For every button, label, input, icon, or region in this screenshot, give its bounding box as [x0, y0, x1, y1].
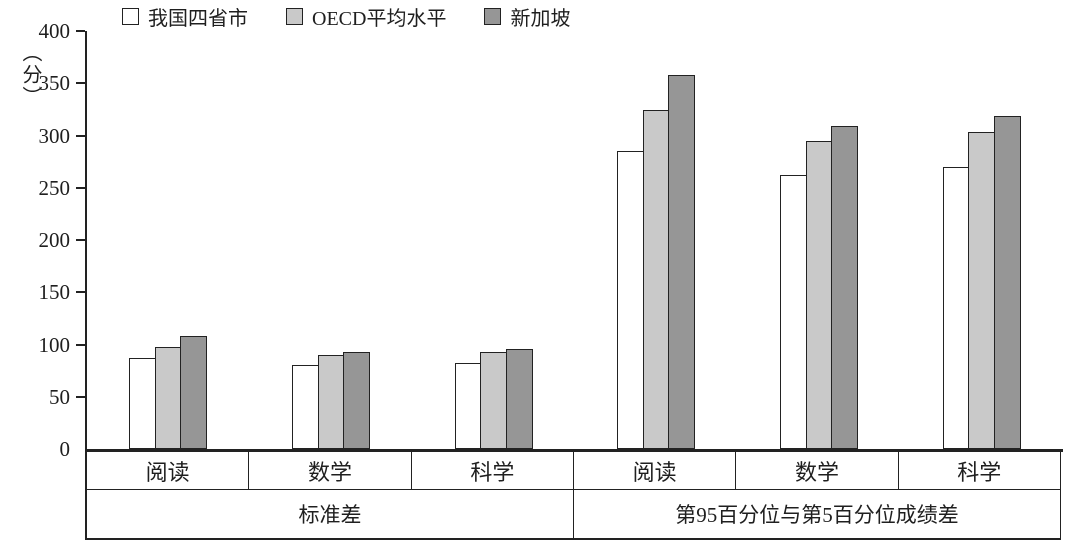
bar-series1-cat1 — [292, 365, 319, 449]
plot-area — [85, 31, 1063, 452]
y-tick-label-400: 400 — [38, 19, 71, 43]
legend-item-series2: OECD平均水平 — [286, 2, 446, 31]
bar-series2-cat2 — [480, 351, 508, 449]
category-slot-0 — [87, 31, 250, 449]
bar-series1-cat2 — [454, 363, 482, 449]
bar-group-3 — [617, 31, 696, 449]
category-slot-3 — [575, 31, 738, 449]
group-label-0: 标准差 — [87, 490, 574, 538]
y-tick-label-200: 200 — [38, 228, 71, 252]
bar-series2-cat5 — [968, 132, 996, 449]
legend-label-series3: 新加坡 — [510, 7, 571, 30]
y-tick-mark-100 — [76, 343, 85, 346]
bar-group-1 — [292, 31, 370, 449]
y-tick-mark-250 — [76, 186, 85, 189]
y-tick-label-50: 50 — [49, 384, 70, 409]
category-label-4: 数学 — [736, 452, 899, 489]
bar-series1-cat3 — [617, 151, 645, 449]
y-tick-mark-200 — [76, 239, 85, 241]
category-label-2: 科学 — [412, 452, 574, 489]
category-slot-4 — [738, 31, 901, 449]
y-tick-label-0: 0 — [59, 437, 71, 461]
bar-series2-cat1 — [317, 354, 345, 449]
legend-label-series2: OECD平均水平 — [312, 7, 447, 30]
y-tick-mark-350 — [76, 82, 85, 85]
y-tick-mark-50 — [76, 395, 85, 398]
group-label-row: 标准差 第95百分位与第5百分位成绩差 — [85, 490, 1061, 540]
bar-series1-cat0 — [129, 358, 157, 449]
legend-swatch-series2 — [286, 7, 303, 25]
bar-group-4 — [780, 31, 859, 449]
bar-group-5 — [942, 31, 1021, 449]
bar-group-2 — [454, 31, 533, 449]
bar-series3-cat2 — [505, 348, 533, 449]
legend-item-series1: 我国四省市 — [122, 2, 248, 31]
category-label-1: 数学 — [249, 452, 412, 489]
category-label-0: 阅读 — [87, 452, 250, 489]
bar-series1-cat5 — [942, 166, 970, 449]
legend-swatch-series1 — [122, 7, 139, 25]
y-tick-label-100: 100 — [38, 332, 71, 357]
bar-series2-cat4 — [805, 140, 833, 449]
bar-series3-cat3 — [668, 74, 696, 449]
y-tick-label-350: 350 — [38, 71, 71, 96]
group-label-1: 第95百分位与第5百分位成绩差 — [574, 490, 1061, 538]
bar-group-0 — [129, 31, 208, 449]
bar-series2-cat3 — [642, 110, 670, 449]
y-tick-label-250: 250 — [38, 175, 71, 200]
category-slot-2 — [412, 31, 575, 449]
category-slot-5 — [900, 31, 1063, 449]
legend-swatch-series3 — [484, 7, 502, 25]
y-tick-label-150: 150 — [38, 280, 71, 305]
bar-series2-cat0 — [154, 346, 182, 449]
bar-series3-cat5 — [993, 115, 1021, 449]
y-tick-mark-150 — [76, 291, 85, 294]
y-tick-label-300: 300 — [38, 123, 71, 148]
y-axis-unit-label: （分） — [19, 42, 41, 108]
legend-label-series1: 我国四省市 — [148, 7, 248, 30]
category-label-5: 科学 — [899, 452, 1061, 489]
category-label-row: 阅读 数学 科学 阅读 数学 科学 — [85, 452, 1061, 490]
category-slot-1 — [250, 31, 413, 449]
bar-series3-cat4 — [831, 126, 859, 449]
bar-series3-cat0 — [180, 336, 208, 449]
y-tick-mark-400 — [76, 30, 85, 32]
category-label-3: 阅读 — [574, 452, 737, 489]
legend-item-series3: 新加坡 — [484, 2, 570, 31]
legend: 我国四省市 OECD平均水平 新加坡 — [122, 2, 570, 30]
bar-series1-cat4 — [780, 175, 808, 449]
bar-series3-cat1 — [343, 351, 370, 449]
x-axis-table: 阅读 数学 科学 阅读 数学 科学 标准差 第95百分位与第5百分位成绩差 — [85, 452, 1061, 540]
y-tick-mark-300 — [76, 134, 85, 137]
